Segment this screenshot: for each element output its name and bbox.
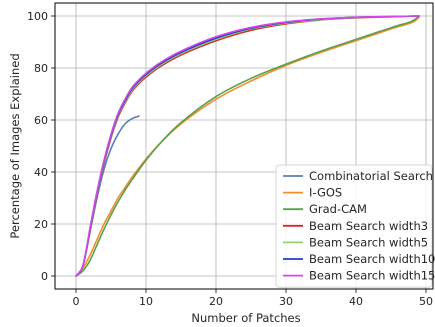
x-axis-label: Number of Patches bbox=[191, 311, 300, 325]
x-tick-label: 50 bbox=[419, 295, 433, 308]
gridlines bbox=[55, 3, 433, 289]
y-axis-label: Percentage of Images Explained bbox=[8, 53, 22, 238]
series-lines bbox=[75, 15, 420, 277]
plot-frame bbox=[54, 2, 434, 290]
legend-label: Beam Search width10 bbox=[309, 252, 435, 266]
legend-label: Grad-CAM bbox=[309, 202, 367, 216]
legend-label: I-GOS bbox=[309, 186, 342, 200]
y-tick-label: 20 bbox=[34, 218, 48, 231]
y-tick-label: 0 bbox=[41, 270, 48, 283]
x-tick-label: 0 bbox=[73, 295, 80, 308]
y-tick-label: 100 bbox=[27, 10, 48, 23]
x-tick-label: 20 bbox=[209, 295, 223, 308]
legend-box bbox=[275, 164, 433, 288]
legend-label: Beam Search width15 bbox=[309, 269, 435, 283]
y-tick-label: 40 bbox=[34, 166, 48, 179]
x-tick-label: 40 bbox=[349, 295, 363, 308]
series-line-3 bbox=[75, 15, 420, 277]
legend: Combinatorial Search I-GOS Grad-CAM Beam Se… bbox=[275, 164, 435, 288]
legend-label: Beam Search width5 bbox=[309, 235, 428, 249]
y-tick-label: 80 bbox=[34, 62, 48, 75]
x-tick-label: 30 bbox=[279, 295, 293, 308]
axis-ticks: 0 10 20 30 40 50 0 20 40 60 80 100 bbox=[27, 10, 433, 308]
legend-label: Combinatorial Search bbox=[309, 169, 433, 183]
y-tick-label: 60 bbox=[34, 114, 48, 127]
series-line-7 bbox=[75, 15, 420, 277]
x-tick-label: 10 bbox=[139, 295, 153, 308]
legend-label: Beam Search width3 bbox=[309, 219, 428, 233]
